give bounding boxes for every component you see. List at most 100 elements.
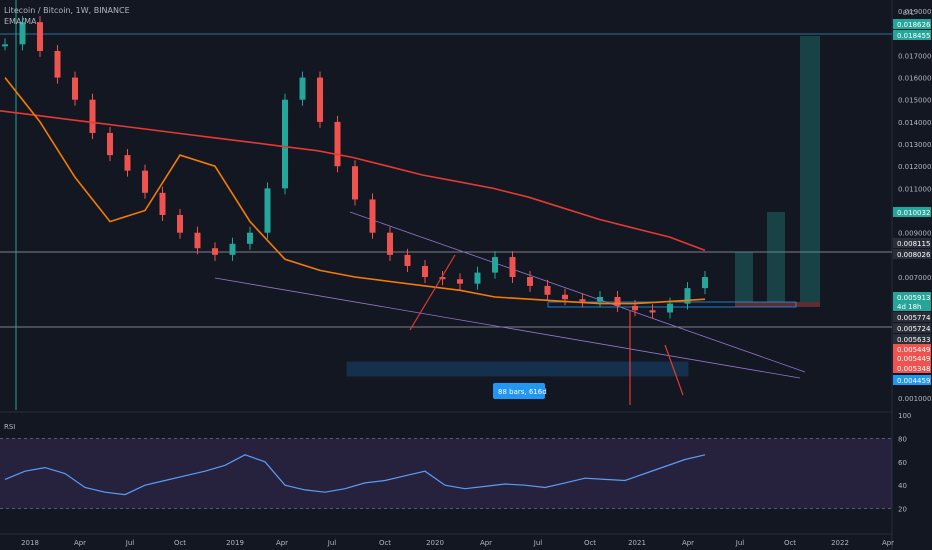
price-label-box <box>893 375 931 385</box>
price-tick-label: 0.012000 <box>898 163 931 171</box>
candle-body <box>404 254 411 266</box>
price-label-text: 0.005913 <box>897 294 930 302</box>
price-label-text: 0.018455 <box>897 32 930 40</box>
price-label-text: 0.005633 <box>897 336 930 344</box>
rsi-label[interactable]: RSI <box>4 423 16 431</box>
candle-body <box>317 77 323 122</box>
rsi-tick-label: 40 <box>898 482 907 490</box>
candle-body <box>299 77 306 100</box>
rsi-tick-label: 100 <box>898 412 911 420</box>
time-tick-label: Apr <box>882 539 894 547</box>
time-tick-label: Apr <box>480 539 492 547</box>
candle-body <box>579 299 586 302</box>
price-label-box <box>893 30 931 40</box>
candle-body <box>614 296 621 306</box>
candle-body <box>439 277 446 280</box>
candle-body <box>282 99 288 189</box>
time-tick-label: 2021 <box>628 539 646 547</box>
price-tick-label: 0.019000 <box>898 8 931 16</box>
time-tick-label: Oct <box>584 539 596 547</box>
price-label-box <box>893 334 931 344</box>
range-note-text: 88 bars, 616d <box>498 388 547 396</box>
candle-body <box>474 272 481 284</box>
price-label-box <box>893 344 931 354</box>
price-label-box <box>893 19 931 29</box>
candles <box>2 16 708 319</box>
price-label-box <box>893 249 931 259</box>
price-tick-label: 0.001000 <box>898 395 931 403</box>
position-box-2 <box>767 212 785 302</box>
time-tick-label: 2019 <box>226 539 244 547</box>
price-label-text: 0.005449 <box>897 346 930 354</box>
time-tick-label: Jul <box>125 539 135 547</box>
wedge-lower <box>214 277 801 379</box>
price-tick-label: 0.014000 <box>898 119 931 127</box>
price-label-text: 0.008115 <box>897 240 930 248</box>
chart-header: Litecoin / Bitcoin, 1W, BINANCE EMA/MA <box>4 5 130 27</box>
price-tick-label: 0.007000 <box>898 274 931 282</box>
price-tick-label: 0.013000 <box>898 141 931 149</box>
candle-body <box>247 232 253 244</box>
range-note-box <box>493 383 545 399</box>
time-tick-label: 2018 <box>21 539 39 547</box>
price-label-box <box>893 207 931 217</box>
price-label-text: 0.010032 <box>897 209 930 217</box>
wedge-upper <box>349 211 806 373</box>
candle-body <box>667 303 673 313</box>
currency-label: BTC <box>903 10 915 17</box>
candle-body <box>264 188 271 233</box>
position-box-1 <box>735 252 753 302</box>
symbol-title[interactable]: Litecoin / Bitcoin, 1W, BINANCE <box>4 6 130 15</box>
time-tick-label: Apr <box>74 539 86 547</box>
position-box-3 <box>800 36 820 302</box>
time-tick-label: Jul <box>327 539 337 547</box>
price-tick-label: 0.015000 <box>898 97 931 105</box>
price-tick-label: 0.017000 <box>898 52 931 60</box>
candle-body <box>544 285 551 295</box>
price-tick-label: 0.011000 <box>898 185 931 193</box>
price-label-box <box>893 323 931 333</box>
price-label-text: 0.005774 <box>897 314 931 322</box>
stop-box <box>735 302 820 307</box>
candle-body <box>177 214 183 233</box>
rsi-tick-label: 20 <box>898 506 907 514</box>
candle-body <box>369 199 376 233</box>
time-tick-label: Jul <box>735 539 745 547</box>
price-label-text: 0.018626 <box>897 21 931 29</box>
time-tick-label: 2020 <box>426 539 444 547</box>
price-label-box <box>893 312 931 322</box>
price-label-text: 4d 18h <box>897 303 921 311</box>
price-label-box <box>893 353 931 363</box>
candle-body <box>597 296 603 302</box>
time-tick-label: Oct <box>784 539 796 547</box>
candle-body <box>684 288 691 304</box>
ema200-line <box>0 110 706 252</box>
candle-body <box>194 232 201 249</box>
rsi-band <box>0 438 892 509</box>
date-range-box <box>346 361 689 377</box>
time-tick-label: Jul <box>533 539 543 547</box>
price-label-text: 0.005348 <box>897 365 930 373</box>
candle-body <box>562 294 568 300</box>
candle-body <box>492 257 498 273</box>
candle-body <box>387 232 393 255</box>
indicator-label[interactable]: EMA/MA <box>4 17 37 26</box>
ema50-line <box>4 77 706 305</box>
price-label-box <box>893 238 931 248</box>
time-tick-label: Apr <box>276 539 288 547</box>
price-label-box <box>893 301 931 311</box>
candle-body <box>334 121 341 167</box>
candle-body <box>89 99 96 133</box>
candle-body <box>212 248 218 255</box>
time-tick-label: Oct <box>174 539 186 547</box>
price-label-box <box>893 292 931 302</box>
time-tick-label: Apr <box>682 539 694 547</box>
rsi-tick-label: 60 <box>898 459 907 467</box>
candle-body <box>142 170 148 193</box>
price-label-box <box>893 363 931 373</box>
price-label-text: 0.005724 <box>897 325 931 333</box>
candle-body <box>352 166 358 200</box>
candle-body <box>124 155 131 171</box>
